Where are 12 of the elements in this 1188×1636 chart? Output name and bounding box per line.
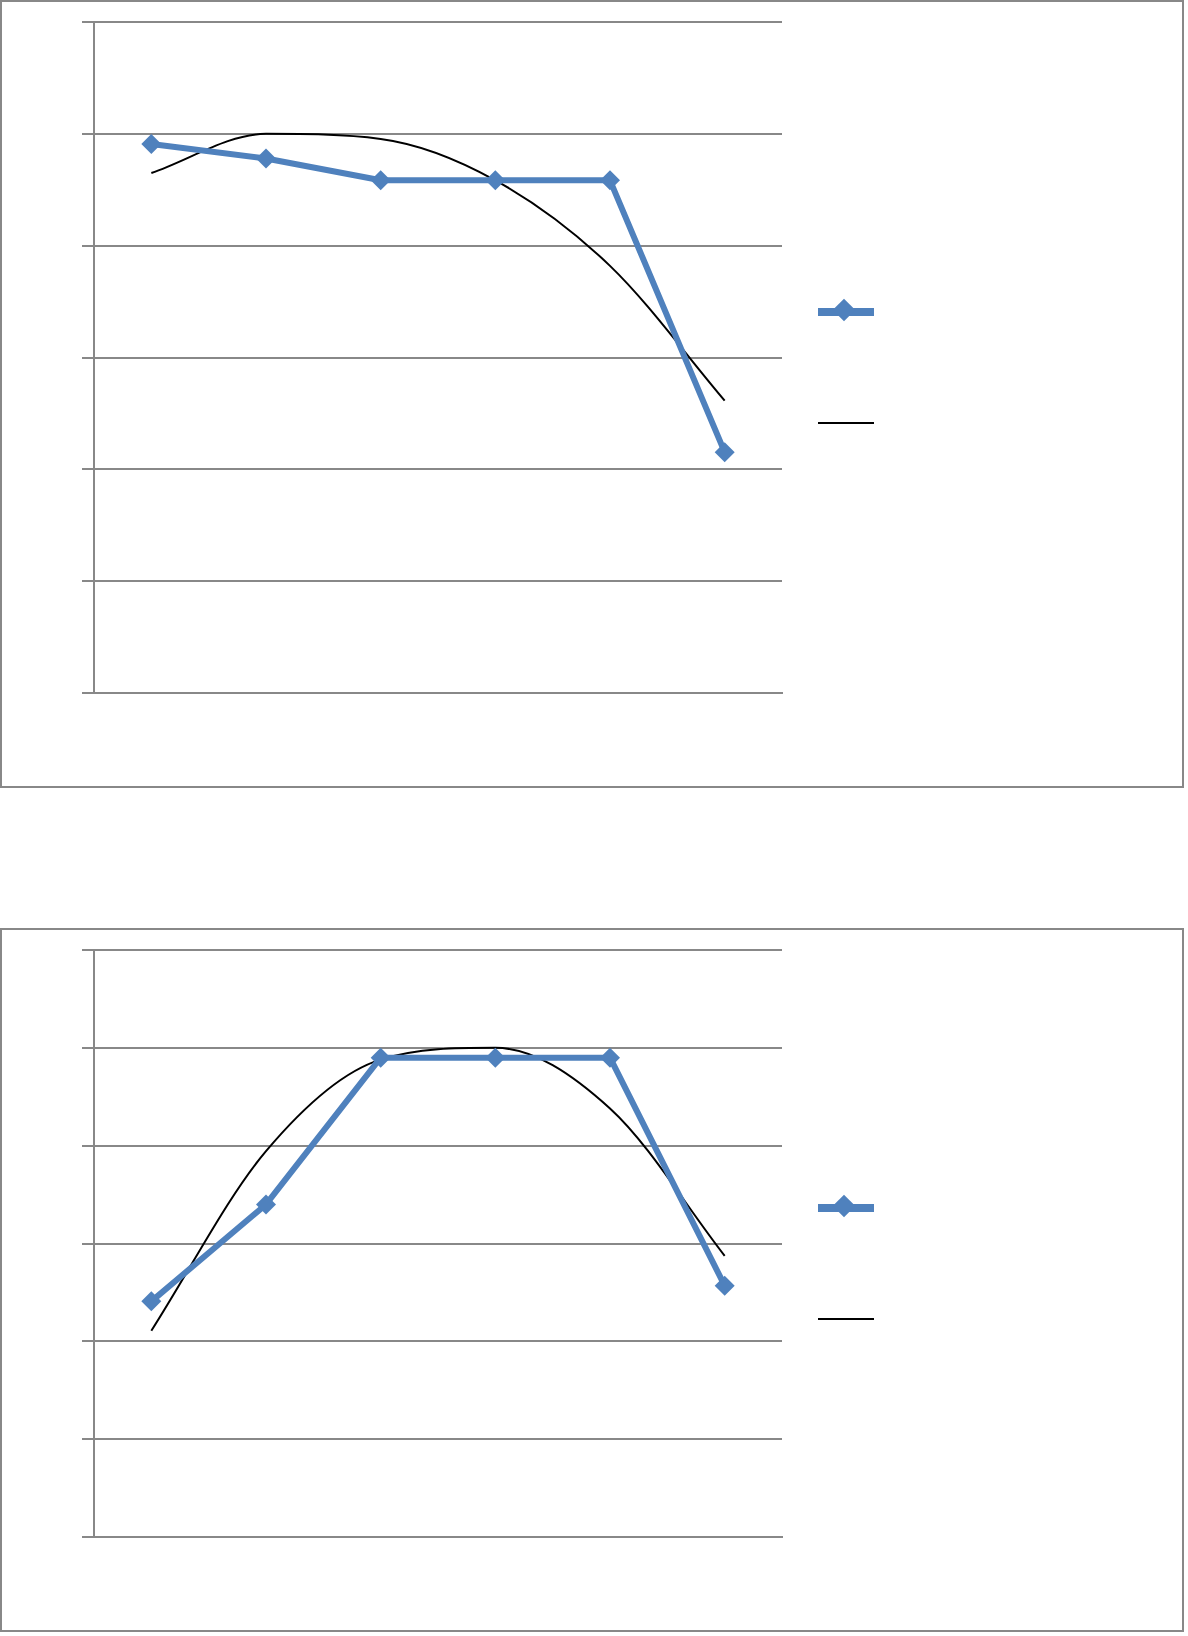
point (370, 170, 391, 191)
point (714, 1275, 735, 1296)
point (141, 133, 162, 154)
point (370, 1047, 391, 1068)
point (714, 442, 735, 463)
point (600, 170, 620, 191)
point (485, 170, 506, 191)
point (256, 1194, 276, 1215)
point (485, 1047, 506, 1068)
point (600, 1047, 620, 1068)
point (141, 1291, 162, 1312)
point (256, 148, 276, 169)
